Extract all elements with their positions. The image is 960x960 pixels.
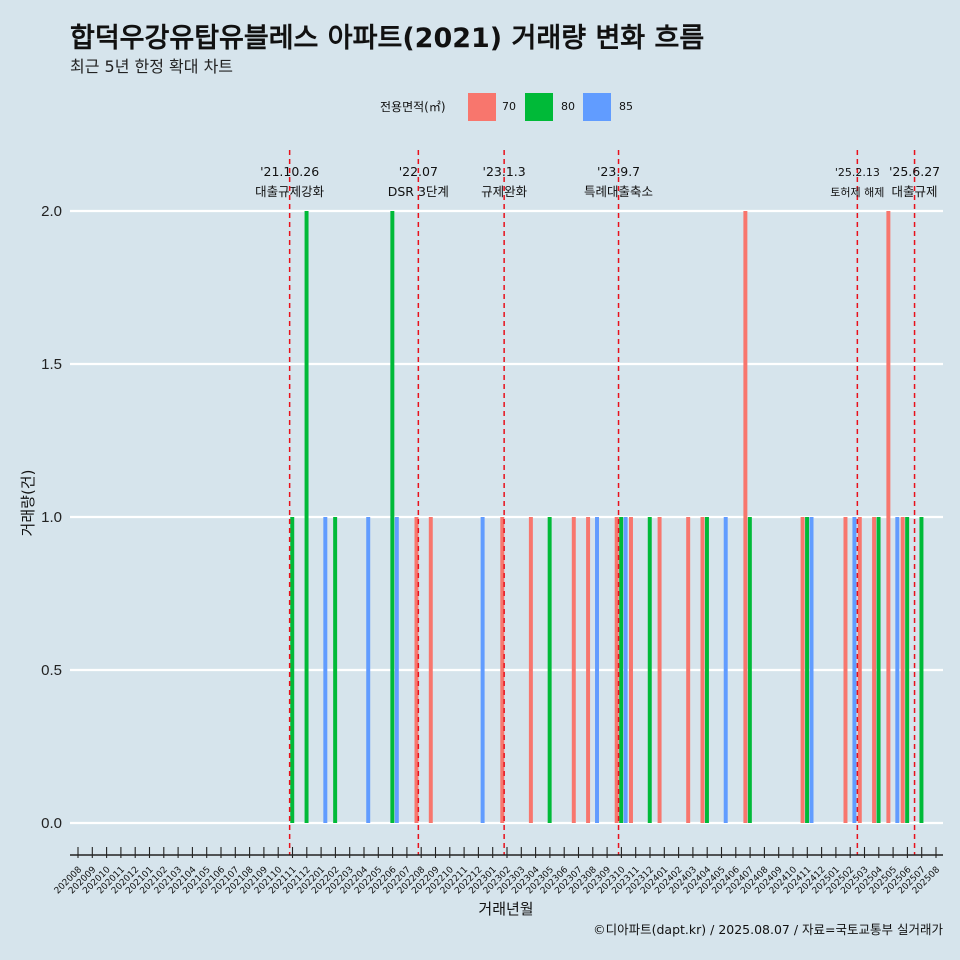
event-name-label: 대출규제강화 bbox=[255, 184, 325, 199]
bar-80-202312 bbox=[647, 517, 652, 823]
chart-title: 합덕우강유탑유블레스 아파트(2021) 거래량 변화 흐름 bbox=[70, 23, 705, 54]
bar-85-202206 bbox=[394, 517, 399, 823]
y-tick-label: 0.0 bbox=[41, 815, 62, 832]
y-axis-title: 거래량(건) bbox=[19, 470, 37, 537]
event-name-label: 토허제 해제 bbox=[830, 185, 884, 199]
bar-85-202411 bbox=[809, 517, 814, 823]
legend: 전용면적(㎡) 70 80 85 bbox=[0, 93, 960, 121]
bar-70-202503 bbox=[857, 517, 862, 823]
bar-80-202111 bbox=[290, 517, 295, 823]
bar-85-202308 bbox=[595, 517, 600, 823]
source-caption: ©디아파트(dapt.kr) / 2025.08.07 / 자료=국토교통부 실… bbox=[593, 922, 943, 937]
bar-70-202404 bbox=[700, 517, 705, 823]
event-date-label: '23.1.3 bbox=[483, 164, 526, 179]
legend-key-70 bbox=[468, 93, 496, 121]
event-date-label: '25.2.13 bbox=[835, 166, 880, 179]
chart-subtitle: 최근 5년 한정 확대 차트 bbox=[70, 57, 234, 76]
bar-80-202407 bbox=[747, 517, 752, 823]
legend-title: 전용면적(㎡) bbox=[380, 100, 446, 114]
legend-key-85 bbox=[583, 93, 611, 121]
bar-80-202411 bbox=[805, 517, 810, 823]
bar-85-202405 bbox=[723, 517, 728, 823]
event-date-label: '23.9.7 bbox=[597, 164, 640, 179]
bar-80-202310 bbox=[619, 517, 624, 823]
event-name-label: 규제완화 bbox=[481, 184, 528, 199]
bar-80-202404 bbox=[704, 517, 709, 823]
bar-70-202208 bbox=[414, 517, 419, 823]
bar-70-202505 bbox=[886, 211, 891, 823]
event-name-label: 특례대출축소 bbox=[584, 184, 653, 199]
bar-70-202407 bbox=[743, 211, 748, 823]
bar-70-202302 bbox=[500, 517, 505, 823]
event-name-label: 대출규제 bbox=[892, 184, 938, 199]
bar-70-202310 bbox=[614, 517, 619, 823]
bar-80-202206 bbox=[390, 211, 395, 823]
bar-85-202212 bbox=[480, 517, 485, 823]
bar-70-202411 bbox=[800, 517, 805, 823]
y-tick-label: 1.0 bbox=[41, 509, 62, 526]
x-axis-title: 거래년월 bbox=[478, 900, 533, 918]
bar-70-202307 bbox=[571, 517, 576, 823]
bar-70-202506 bbox=[900, 517, 905, 823]
legend-label-70: 70 bbox=[502, 100, 516, 113]
bar-80-202202 bbox=[333, 517, 338, 823]
event-date-label: '25.6.27 bbox=[889, 164, 940, 179]
bar-70-202308 bbox=[586, 517, 591, 823]
bar-70-202311 bbox=[628, 517, 633, 823]
bar-80-202504 bbox=[876, 517, 881, 823]
bar-70-202304 bbox=[528, 517, 533, 823]
legend-label-80: 80 bbox=[561, 100, 575, 113]
bar-70-202403 bbox=[686, 517, 691, 823]
event-name-label: DSR 3단계 bbox=[388, 184, 449, 199]
bar-80-202112 bbox=[304, 211, 309, 823]
event-date-label: '22.07 bbox=[399, 164, 438, 179]
bar-85-202201 bbox=[323, 517, 328, 823]
y-tick-label: 0.5 bbox=[41, 662, 62, 679]
bar-85-202502 bbox=[852, 517, 857, 823]
bar-85-202505 bbox=[895, 517, 900, 823]
bar-85-202204 bbox=[366, 517, 371, 823]
bar-70-202401 bbox=[657, 517, 662, 823]
bar-80-202305 bbox=[547, 517, 552, 823]
bar-70-202209 bbox=[428, 517, 433, 823]
legend-label-85: 85 bbox=[619, 100, 633, 113]
bar-80-202506 bbox=[905, 517, 910, 823]
bar-85-202310 bbox=[623, 517, 628, 823]
bar-70-202504 bbox=[872, 517, 877, 823]
y-tick-label: 2.0 bbox=[41, 203, 62, 220]
bar-80-202507 bbox=[919, 517, 924, 823]
event-date-label: '21.10.26 bbox=[260, 164, 319, 179]
legend-key-80 bbox=[525, 93, 553, 121]
y-tick-label: 1.5 bbox=[41, 356, 62, 373]
bar-70-202502 bbox=[843, 517, 848, 823]
